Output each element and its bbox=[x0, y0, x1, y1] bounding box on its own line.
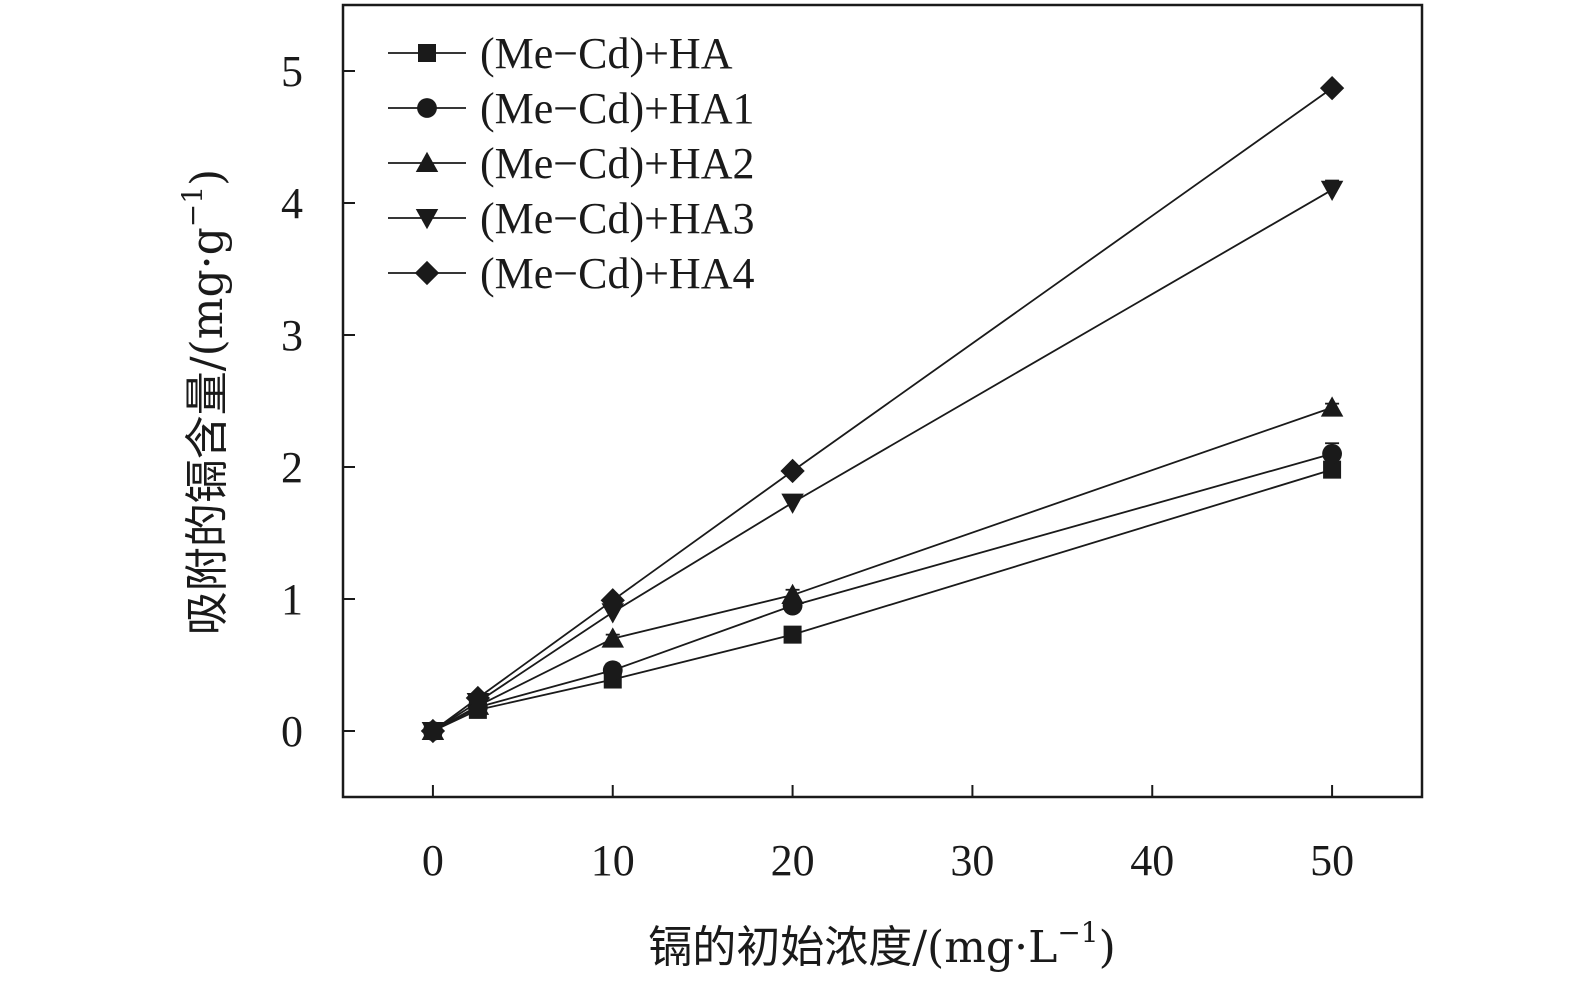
y-tick-label: 5 bbox=[281, 47, 303, 96]
legend-marker bbox=[415, 209, 439, 230]
data-point bbox=[781, 493, 804, 514]
series-ha4 bbox=[420, 76, 1345, 744]
series-ha2 bbox=[421, 396, 1344, 740]
series-ha bbox=[423, 460, 1342, 740]
series-layer bbox=[420, 76, 1345, 744]
data-point bbox=[420, 718, 446, 744]
y-axis: 0 1 2 3 4 5 bbox=[281, 47, 355, 756]
y-tick-label: 2 bbox=[281, 443, 303, 492]
x-tick-label: 0 bbox=[422, 836, 444, 885]
legend-item: (Me−Cd)+HA2 bbox=[388, 139, 754, 188]
data-point bbox=[465, 685, 491, 711]
legend-marker bbox=[418, 44, 436, 62]
data-point bbox=[783, 625, 802, 644]
legend-label: (Me−Cd)+HA3 bbox=[480, 194, 754, 243]
series-line bbox=[432, 468, 1333, 732]
data-point bbox=[1323, 460, 1342, 479]
legend-marker bbox=[415, 151, 439, 172]
data-point bbox=[602, 660, 623, 681]
x-tick-label: 10 bbox=[591, 836, 635, 885]
y-tick-label: 4 bbox=[281, 179, 303, 228]
legend-label: (Me−Cd)+HA bbox=[480, 29, 733, 78]
legend-marker bbox=[417, 98, 437, 118]
legend: (Me−Cd)+HA (Me−Cd)+HA1 (Me−Cd)+HA2 (Me−Cd)+… bbox=[388, 29, 754, 298]
x-tick-label: 50 bbox=[1310, 836, 1354, 885]
series-ha1 bbox=[423, 442, 1342, 741]
x-tick-label: 30 bbox=[950, 836, 994, 885]
legend-label: (Me−Cd)+HA4 bbox=[480, 249, 754, 298]
plot-area-border bbox=[341, 3, 1424, 799]
legend-marker bbox=[414, 260, 440, 286]
data-point bbox=[1319, 76, 1345, 101]
x-tick-label: 40 bbox=[1130, 836, 1174, 885]
data-point bbox=[781, 583, 804, 605]
y-axis-title: 吸附的镉含量/(mg·g−1) bbox=[176, 169, 233, 635]
data-point bbox=[1322, 443, 1342, 464]
data-point bbox=[601, 627, 624, 648]
x-axis: 0 10 20 30 40 50 bbox=[422, 785, 1354, 885]
legend-label: (Me−Cd)+HA1 bbox=[480, 84, 754, 133]
y-tick-label: 1 bbox=[281, 575, 303, 624]
y-tick-label: 0 bbox=[281, 707, 303, 756]
legend-item: (Me−Cd)+HA3 bbox=[388, 194, 754, 243]
x-tick-label: 20 bbox=[771, 836, 815, 885]
legend-item: (Me−Cd)+HA1 bbox=[388, 84, 754, 133]
data-point bbox=[780, 458, 805, 484]
x-axis-title: 镉的初始浓度/(mg·L−1) bbox=[648, 916, 1116, 973]
data-point bbox=[1320, 396, 1344, 417]
legend-label: (Me−Cd)+HA2 bbox=[480, 139, 754, 188]
data-point bbox=[1320, 180, 1344, 202]
y-tick-label: 3 bbox=[281, 311, 303, 360]
plot-frame bbox=[341, 3, 1424, 799]
data-point bbox=[601, 603, 624, 624]
data-point bbox=[600, 588, 625, 613]
legend-item: (Me−Cd)+HA bbox=[388, 29, 733, 78]
legend-item: (Me−Cd)+HA4 bbox=[388, 249, 754, 298]
